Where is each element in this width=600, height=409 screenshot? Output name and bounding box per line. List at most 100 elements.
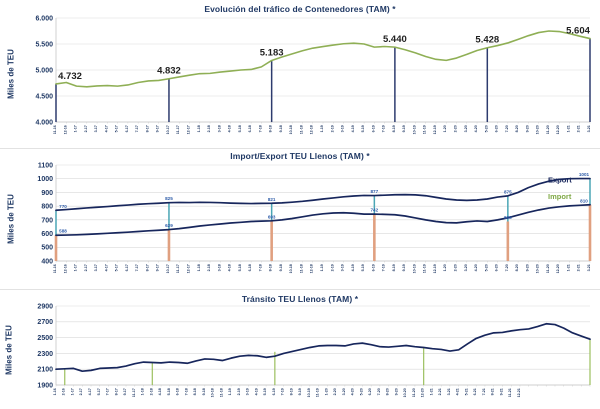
svg-text:6-19: 6-19 (272, 388, 276, 395)
svg-text:5-18: 5-18 (238, 125, 242, 132)
svg-text:2900: 2900 (37, 303, 53, 310)
svg-text:2-18: 2-18 (149, 388, 153, 395)
svg-text:5.500: 5.500 (35, 41, 53, 48)
svg-text:6-20: 6-20 (495, 264, 499, 271)
svg-text:1-18: 1-18 (197, 264, 201, 271)
svg-text:5-21: 5-21 (464, 388, 468, 395)
svg-text:10-20: 10-20 (536, 264, 540, 273)
svg-text:877: 877 (371, 189, 379, 194)
svg-text:8-19: 8-19 (289, 388, 293, 395)
svg-text:11-17: 11-17 (132, 388, 136, 397)
svg-text:4.832: 4.832 (157, 66, 181, 77)
chart-title-2: Import/Export TEU Llenos (TAM) * (230, 151, 370, 161)
svg-text:7-21: 7-21 (482, 388, 486, 395)
svg-text:693: 693 (268, 214, 276, 219)
svg-text:875: 875 (504, 189, 512, 194)
svg-text:3-20: 3-20 (464, 264, 468, 271)
svg-text:5-18: 5-18 (167, 388, 171, 395)
svg-text:3-18: 3-18 (217, 264, 221, 271)
svg-text:2-17: 2-17 (79, 388, 83, 395)
plot-area-2: 400 500 600 700 800 900 1000 1100 11-16 12-16 1-17… (30, 149, 598, 289)
svg-text:8-19: 8-19 (392, 125, 396, 132)
svg-text:2700: 2700 (37, 319, 53, 326)
svg-text:1-16: 1-16 (53, 388, 57, 395)
svg-text:3-21: 3-21 (587, 125, 591, 132)
svg-text:2-17: 2-17 (84, 264, 88, 271)
svg-text:5-17: 5-17 (115, 125, 119, 132)
svg-text:5.604: 5.604 (566, 26, 590, 37)
svg-text:770: 770 (59, 204, 67, 209)
svg-text:2500: 2500 (37, 335, 53, 342)
svg-text:6-18: 6-18 (176, 388, 180, 395)
svg-text:4.000: 4.000 (35, 119, 53, 126)
svg-text:7-17: 7-17 (106, 388, 110, 395)
svg-text:7-19: 7-19 (382, 264, 386, 271)
svg-text:6-20: 6-20 (495, 125, 499, 132)
svg-text:9-17: 9-17 (123, 388, 127, 395)
svg-text:9-19: 9-19 (402, 125, 406, 132)
svg-text:7-17: 7-17 (135, 264, 139, 271)
svg-text:10-19: 10-19 (412, 264, 416, 273)
panel-divider-1 (0, 148, 600, 149)
svg-text:3-19: 3-19 (341, 125, 345, 132)
svg-text:11-18: 11-18 (219, 388, 223, 397)
svg-text:900: 900 (41, 190, 53, 197)
svg-text:10-19: 10-19 (307, 388, 311, 397)
svg-text:12-17: 12-17 (187, 125, 191, 134)
plot-area-1: 4.000 4.500 5.000 5.500 6.000 11-16 12-16 1-17 2… (30, 0, 598, 148)
svg-text:2-20: 2-20 (454, 264, 458, 271)
svg-text:2-21: 2-21 (438, 388, 442, 395)
svg-text:1-18: 1-18 (197, 125, 201, 132)
svg-text:5-19: 5-19 (263, 388, 267, 395)
svg-text:11-19: 11-19 (423, 125, 427, 134)
svg-text:11-18: 11-18 (299, 264, 303, 273)
svg-text:5-20: 5-20 (359, 388, 363, 395)
svg-text:12-18: 12-18 (310, 125, 314, 134)
svg-text:2-18: 2-18 (207, 125, 211, 132)
svg-text:11-21: 11-21 (508, 388, 512, 397)
svg-text:7-20: 7-20 (505, 125, 509, 132)
svg-text:5-19: 5-19 (361, 125, 365, 132)
svg-text:11-17: 11-17 (176, 125, 180, 134)
svg-text:10-19: 10-19 (412, 125, 416, 134)
svg-text:6-19: 6-19 (371, 264, 375, 271)
svg-text:2-19: 2-19 (330, 125, 334, 132)
svg-text:8-17: 8-17 (114, 388, 118, 395)
svg-text:1-19: 1-19 (320, 264, 324, 271)
svg-text:10-20: 10-20 (403, 388, 407, 397)
svg-text:5-19: 5-19 (361, 264, 365, 271)
svg-text:9-18: 9-18 (279, 125, 283, 132)
svg-text:11-16: 11-16 (53, 264, 57, 273)
svg-text:11-19: 11-19 (316, 388, 320, 397)
svg-text:500: 500 (41, 245, 53, 252)
svg-text:4-21: 4-21 (456, 388, 460, 395)
svg-text:11-18: 11-18 (299, 125, 303, 134)
svg-text:6.000: 6.000 (35, 15, 53, 22)
svg-text:4-20: 4-20 (351, 388, 355, 395)
svg-text:2-16: 2-16 (62, 388, 66, 395)
svg-text:12-16: 12-16 (63, 125, 67, 134)
svg-text:2-20: 2-20 (333, 388, 337, 395)
svg-text:9-18: 9-18 (279, 264, 283, 271)
svg-text:2-18: 2-18 (207, 264, 211, 271)
svg-text:4.732: 4.732 (58, 71, 82, 82)
svg-text:1-21: 1-21 (566, 125, 570, 132)
svg-text:8-17: 8-17 (145, 264, 149, 271)
svg-text:3-21: 3-21 (447, 388, 451, 395)
svg-text:1-17: 1-17 (71, 388, 75, 395)
svg-text:4-20: 4-20 (474, 264, 478, 271)
svg-text:9-20: 9-20 (525, 264, 529, 271)
svg-text:9-19: 9-19 (298, 388, 302, 395)
svg-text:12-19: 12-19 (433, 125, 437, 134)
svg-text:9-17: 9-17 (156, 264, 160, 271)
svg-text:11-16: 11-16 (53, 125, 57, 134)
svg-text:2100: 2100 (37, 367, 53, 374)
svg-text:7-19: 7-19 (382, 125, 386, 132)
svg-text:4-19: 4-19 (351, 264, 355, 271)
svg-text:5-18: 5-18 (238, 264, 242, 271)
svg-text:1-21: 1-21 (566, 264, 570, 271)
line-chart-2: 400 500 600 700 800 900 1000 1100 11-16 12-16 1-17… (37, 162, 592, 273)
svg-text:1900: 1900 (37, 382, 53, 389)
svg-text:2-21: 2-21 (577, 125, 581, 132)
svg-text:10-18: 10-18 (211, 388, 215, 397)
